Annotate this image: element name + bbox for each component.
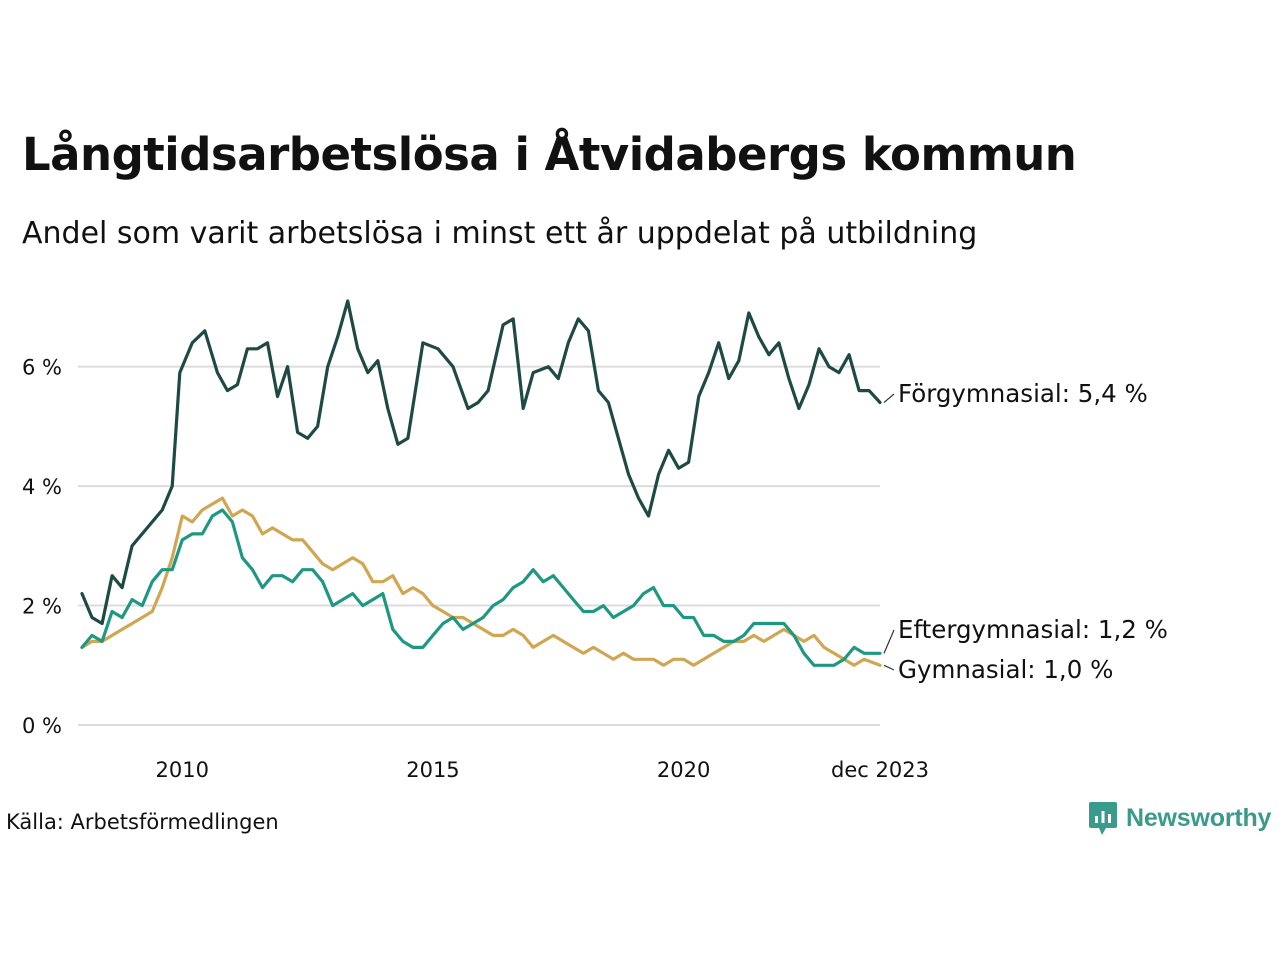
series-end-label: Eftergymnasial: 1,2 % (898, 615, 1168, 644)
series-end-label: Gymnasial: 1,0 % (898, 655, 1113, 684)
x-tick-label: 2010 (156, 758, 209, 782)
y-tick-label: 2 % (22, 595, 62, 619)
grid-lines (78, 365, 880, 726)
label-connector (883, 664, 895, 671)
series-line-frgymnasial (80, 299, 882, 626)
x-tick-label: 2020 (657, 758, 710, 782)
source-note: Källa: Arbetsförmedlingen (6, 810, 279, 834)
label-connector (883, 393, 895, 403)
x-tick-label: 2015 (406, 758, 459, 782)
y-tick-label: 0 % (22, 714, 62, 738)
chart-title: Långtidsarbetslösa i Åtvidabergs kommun (22, 128, 1077, 181)
label-connector (883, 629, 895, 654)
brand-name: Newsworthy (1126, 803, 1272, 832)
y-tick-label: 4 % (22, 475, 62, 499)
y-axis-ticks: 0 % 2 % 4 % 6 % (22, 356, 62, 738)
series-lines (80, 299, 882, 667)
x-axis-ticks: 2010 2015 2020 dec 2023 (156, 758, 929, 782)
newsworthy-icon (1089, 802, 1117, 835)
series-end-label: Förgymnasial: 5,4 % (898, 379, 1148, 408)
y-tick-label: 6 % (22, 356, 62, 380)
series-line-eftergymnasial (80, 508, 882, 667)
newsworthy-logo[interactable]: Newsworthy (1088, 800, 1271, 836)
chart-subtitle: Andel som varit arbetslösa i minst ett å… (22, 216, 978, 251)
series-end-labels: Gymnasial: 1,0 % Eftergymnasial: 1,2 % För… (883, 379, 1168, 684)
series-line-gymnasial (80, 496, 882, 667)
x-tick-label: dec 2023 (831, 758, 929, 782)
